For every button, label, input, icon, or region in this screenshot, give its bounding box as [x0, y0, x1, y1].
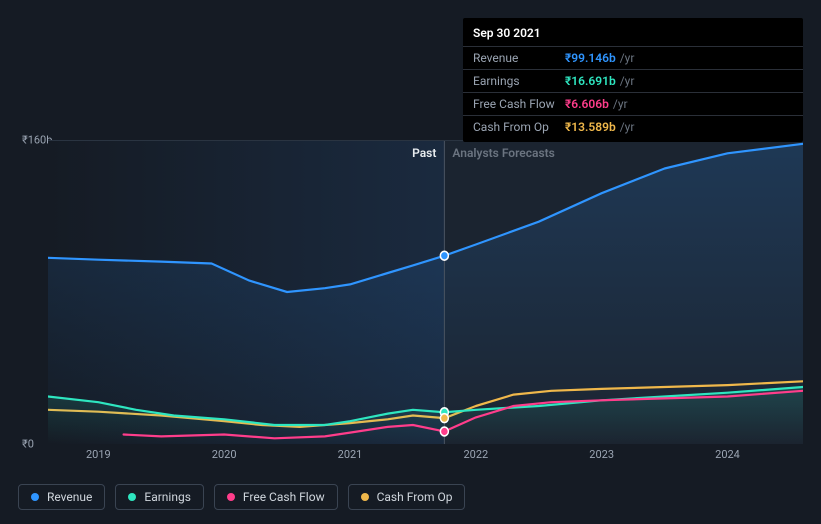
tooltip-unit: /yr [620, 74, 635, 88]
past-label: Past [48, 146, 444, 160]
tooltip-row: Earnings₹16.691b/yr [463, 70, 803, 93]
tooltip-label: Cash From Op [473, 120, 565, 134]
x-axis-label: 2024 [715, 448, 740, 461]
x-axis-label: 2021 [338, 448, 363, 461]
legend-label: Revenue [47, 490, 92, 504]
legend-item-revenue[interactable]: Revenue [18, 484, 105, 510]
legend-dot-icon [227, 493, 235, 501]
chart-tooltip: Sep 30 2021 Revenue₹99.146b/yrEarnings₹1… [463, 18, 803, 142]
legend-item-cash-from-op[interactable]: Cash From Op [348, 484, 466, 510]
legend-dot-icon [361, 493, 369, 501]
tooltip-value: ₹6.606b [565, 97, 609, 111]
tooltip-value: ₹13.589b [565, 120, 616, 134]
tooltip-unit: /yr [613, 97, 628, 111]
forecast-label: Analysts Forecasts [444, 146, 803, 160]
legend-label: Cash From Op [377, 490, 453, 504]
legend-label: Free Cash Flow [243, 490, 325, 504]
chart-section-labels: Past Analysts Forecasts [48, 146, 803, 160]
tooltip-date: Sep 30 2021 [463, 18, 803, 47]
legend-item-free-cash-flow[interactable]: Free Cash Flow [214, 484, 338, 510]
tooltip-label: Earnings [473, 74, 565, 88]
x-axis-label: 2023 [589, 448, 614, 461]
tooltip-value: ₹16.691b [565, 74, 616, 88]
y-axis-label: ₹0 [22, 438, 34, 451]
tooltip-row: Free Cash Flow₹6.606b/yr [463, 93, 803, 116]
x-axis-label: 2019 [86, 448, 111, 461]
tooltip-unit: /yr [620, 120, 635, 134]
chart-legend: Revenue Earnings Free Cash Flow Cash From O… [18, 484, 465, 510]
tooltip-label: Free Cash Flow [473, 97, 565, 111]
tooltip-value: ₹99.146b [565, 51, 616, 65]
legend-label: Earnings [144, 490, 191, 504]
legend-dot-icon [31, 493, 39, 501]
tooltip-label: Revenue [473, 51, 565, 65]
chart-plot-area[interactable]: Past Analysts Forecasts [48, 140, 803, 444]
tooltip-row: Revenue₹99.146b/yr [463, 47, 803, 70]
legend-dot-icon [128, 493, 136, 501]
x-axis-label: 2020 [212, 448, 237, 461]
tooltip-row: Cash From Op₹13.589b/yr [463, 116, 803, 142]
legend-item-earnings[interactable]: Earnings [115, 484, 204, 510]
x-axis-label: 2022 [463, 448, 488, 461]
tooltip-unit: /yr [620, 51, 635, 65]
chart-svg [48, 140, 803, 444]
chart-container: ₹160b₹0 Past Analysts Forecasts 20192020… [18, 120, 803, 474]
chart-x-axis: 2019 2020 2021 2022 2023 2024 [48, 448, 803, 464]
